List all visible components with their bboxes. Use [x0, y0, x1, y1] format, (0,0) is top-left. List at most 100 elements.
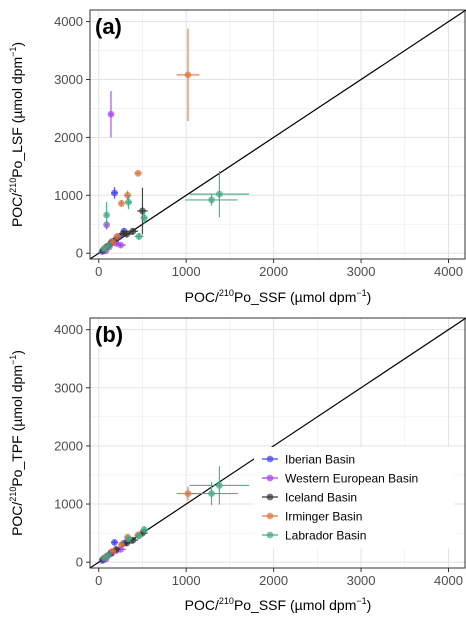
panel-a-xlabel-exp: −1: [356, 288, 366, 298]
x-tick-label: 2000: [259, 573, 288, 588]
data-point: [125, 198, 132, 206]
data-point: [124, 191, 131, 199]
legend-label: Western European Basin: [285, 472, 418, 486]
panel-a-x-axis-title: POC/210Po_SSF (µmol dpm−1): [185, 288, 372, 305]
x-tick-label: 1000: [172, 264, 201, 279]
legend-item-iceland-basin: Iceland Basin: [262, 491, 357, 505]
x-tick-label: 3000: [347, 573, 376, 588]
data-point: [113, 233, 121, 240]
data-point: [109, 547, 117, 555]
data-point: [107, 110, 115, 118]
data-point: [103, 211, 111, 219]
panel-a-ylabel-rest: Po_LSF (µmol dpm: [9, 57, 25, 178]
y-tick-label: 0: [76, 246, 83, 261]
data-point: [111, 539, 118, 546]
data-point: [100, 554, 108, 562]
data-point: [208, 490, 215, 497]
panel-b-ylabel-rest: Po_TPF (µmol dpm: [9, 365, 25, 487]
data-point: [216, 190, 223, 198]
legend-item-western-european-basin: Western European Basin: [262, 472, 418, 486]
data-point: [140, 214, 148, 222]
legend-key-point: [266, 512, 274, 520]
data-point: [125, 535, 132, 543]
legend-label: Iceland Basin: [285, 491, 357, 505]
data-point: [135, 532, 143, 540]
y-tick-label: 2000: [54, 130, 83, 145]
legend-key-point: [266, 455, 274, 463]
panel-b-ylabel-main: POC/: [9, 502, 25, 536]
data-point: [208, 196, 215, 204]
y-tick-label: 3000: [54, 72, 83, 87]
legend-item-iberian-basin: Iberian Basin: [262, 453, 355, 467]
y-tick-label: 2000: [54, 438, 83, 453]
panel-b-border: [89, 317, 466, 569]
x-tick-label: 3000: [347, 264, 376, 279]
panel-a-ylabel-sup: 210: [8, 178, 18, 193]
panel-b-ylabel-end: ): [9, 350, 25, 355]
panel-b-ticks: 0 1000 2000 3000 4000 0 1000 2000 3000 4000: [54, 322, 463, 588]
y-tick-label: 3000: [54, 380, 83, 395]
data-point: [129, 227, 137, 235]
y-tick-label: 0: [76, 555, 83, 570]
panel-b-ylabel-sup: 210: [8, 487, 18, 502]
panel-a-series-labrador-basin: [100, 170, 250, 253]
x-tick-label: 1000: [172, 573, 201, 588]
panel-b-one-to-one-line: [89, 317, 466, 569]
panel-a-xlabel-end: ): [367, 289, 372, 305]
data-point: [184, 71, 192, 79]
panel-b: 0 1000 2000 3000 4000 0 1000 2000 3000 4000 (b) P…: [8, 317, 466, 613]
panel-b-series-irminger-basin: [101, 486, 200, 561]
panel-b-points: [98, 466, 250, 564]
x-tick-label: 0: [95, 264, 102, 279]
data-point: [118, 541, 125, 549]
y-tick-label: 1000: [54, 188, 83, 203]
legend-label: Irminger Basin: [285, 510, 362, 524]
panel-a-y-axis-title: POC/210Po_LSF (µmol dpm−1): [8, 42, 25, 227]
panel-b-xlabel-end: ): [367, 597, 372, 613]
panel-a-label: (a): [95, 14, 122, 39]
panel-a: 0 1000 2000 3000 4000 0 1000 2000 3000 4000 (a) P…: [8, 9, 466, 305]
data-point: [135, 233, 143, 240]
panel-a-ylabel-exp: −1: [8, 47, 18, 57]
panel-a-ylabel-main: POC/: [9, 193, 25, 227]
data-point: [139, 207, 146, 215]
panel-a-border: [89, 9, 466, 260]
panel-b-xlabel-main: POC/: [185, 597, 219, 613]
legend: Iberian Basin Western European Basin Icela…: [254, 447, 454, 548]
panel-b-series-labrador-basin: [100, 466, 250, 562]
panel-a-ylabel-end: ): [9, 42, 25, 47]
panel-a-xlabel-main: POC/: [185, 289, 219, 305]
data-point: [119, 230, 127, 237]
panel-a-grid: [90, 10, 466, 259]
data-point: [134, 169, 142, 177]
data-point: [216, 482, 223, 489]
data-point: [140, 526, 148, 534]
panel-b-xlabel-sup: 210: [219, 596, 234, 606]
data-point: [111, 189, 118, 197]
data-point: [118, 200, 125, 207]
x-tick-label: 0: [95, 573, 102, 588]
panel-b-xlabel-exp: −1: [356, 596, 366, 606]
legend-item-labrador-basin: Labrador Basin: [262, 529, 366, 543]
x-tick-label: 4000: [434, 264, 463, 279]
legend-label: Iberian Basin: [285, 453, 355, 467]
panel-b-ylabel-exp: −1: [8, 355, 18, 365]
legend-item-irminger-basin: Irminger Basin: [262, 510, 362, 524]
y-tick-label: 4000: [54, 322, 83, 337]
legend-background: [254, 447, 454, 548]
y-tick-label: 1000: [54, 497, 83, 512]
legend-key-point: [266, 474, 274, 482]
panel-b-x-axis-title: POC/210Po_SSF (µmol dpm−1): [185, 596, 372, 613]
panel-a-ticks: 0 1000 2000 3000 4000 0 1000 2000 3000 4000: [54, 14, 463, 279]
panel-a-one-to-one-line: [89, 9, 466, 260]
legend-key-point: [266, 493, 274, 501]
panel-b-y-axis-title: POC/210Po_TPF (µmol dpm−1): [8, 350, 25, 536]
legend-key-point: [266, 531, 274, 539]
data-point: [100, 245, 108, 253]
y-tick-label: 4000: [54, 14, 83, 29]
panel-b-xlabel-rest: Po_SSF (µmol dpm: [234, 597, 356, 613]
legend-label: Labrador Basin: [285, 529, 366, 543]
panel-a-xlabel-rest: Po_SSF (µmol dpm: [234, 289, 356, 305]
